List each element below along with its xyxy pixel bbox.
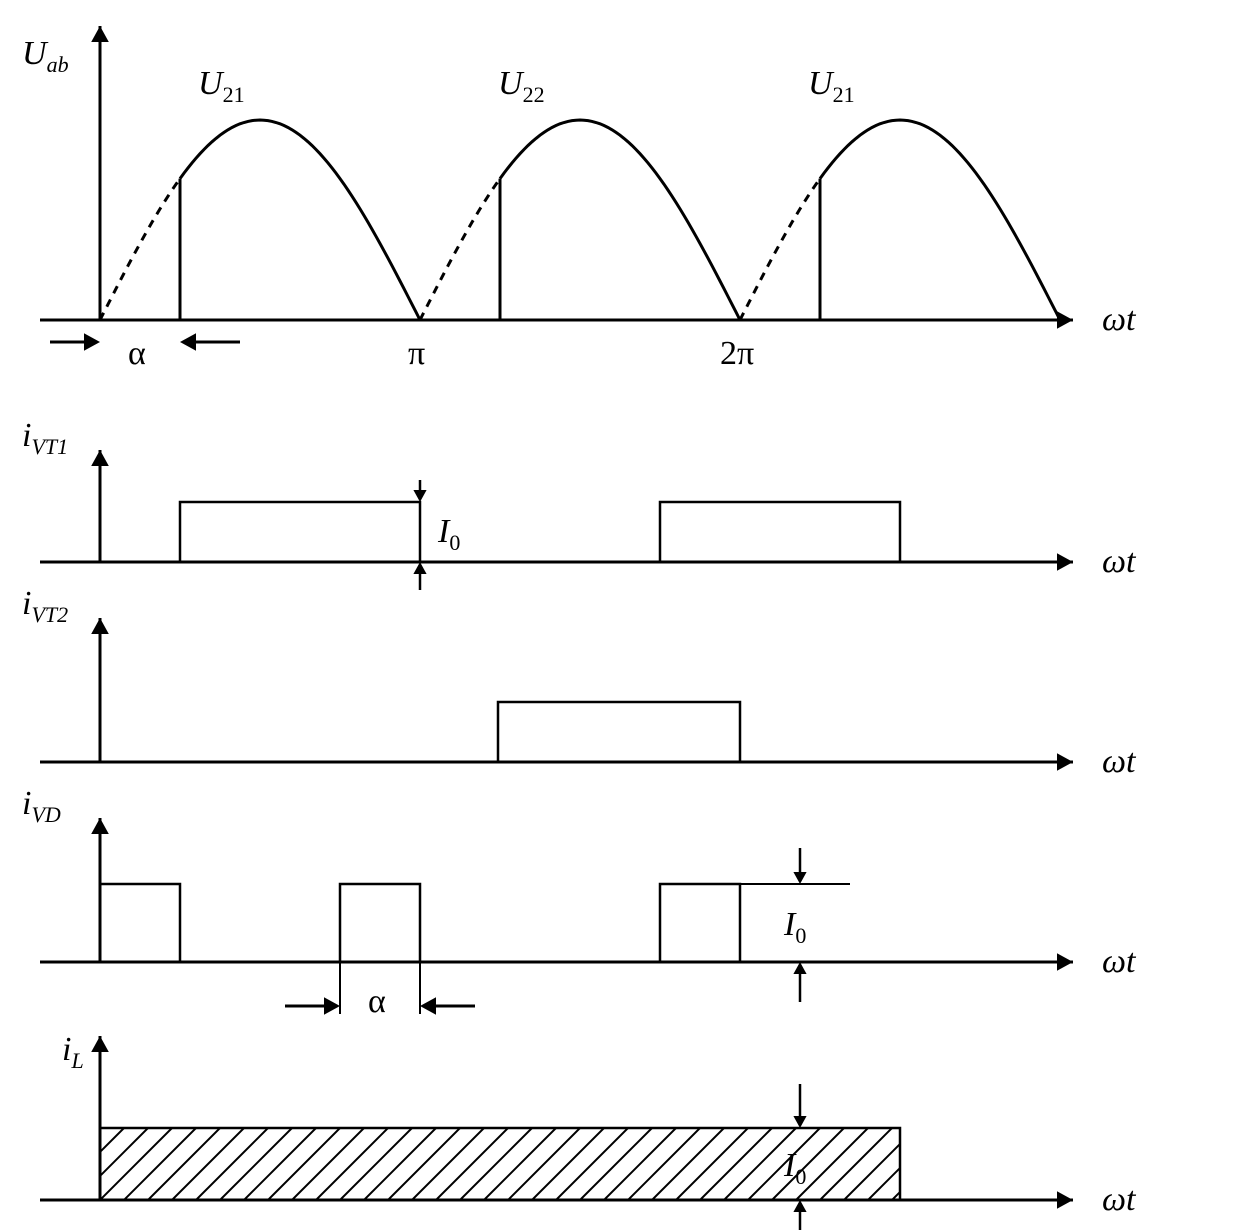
uab-alpha-label: α [128,335,146,372]
uab-hump-label: U22 [498,65,545,107]
uab-y-axis-label: Uab [22,35,69,77]
panel-uab: Uab ωt U21 U22 U21 π 2π α [22,26,1137,372]
uab-x-axis-label: ωt [1102,301,1137,338]
il-i0-label: I0 [783,1147,806,1189]
ivt1-y-axis-label: iVT1 [22,417,68,459]
panel-ivt2: iVT2 ωt [22,585,1137,780]
ivd-x-axis-label: ωt [1102,943,1137,980]
waveform-svg: Uab ωt U21 U22 U21 π 2π α iVT1 ωt I0 iVT2 ωt iVD ωt α I0… [0,0,1244,1232]
il-y-axis-label: iL [62,1031,84,1073]
ivd-i0-label: I0 [783,906,806,948]
ivt1-x-axis-label: ωt [1102,543,1137,580]
waveform-diagram: Uab ωt U21 U22 U21 π 2π α iVT1 ωt I0 iVT2 ωt iVD ωt α I0… [0,0,1244,1232]
uab-hump-label: U21 [808,65,855,107]
ivt2-y-axis-label: iVT2 [22,585,68,627]
panel-il: iL ωt I0 [28,1031,1137,1230]
ivt1-i0-label: I0 [437,513,460,555]
uab-tick-2pi: 2π [720,335,754,372]
uab-hump-label: U21 [198,65,245,107]
ivd-alpha-label: α [368,983,386,1020]
panel-ivd: iVD ωt α I0 [22,785,1137,1020]
panel-ivt1: iVT1 ωt I0 [22,417,1137,590]
il-x-axis-label: ωt [1102,1181,1137,1218]
uab-tick-pi: π [408,335,425,372]
ivd-y-axis-label: iVD [22,785,61,827]
ivt2-x-axis-label: ωt [1102,743,1137,780]
